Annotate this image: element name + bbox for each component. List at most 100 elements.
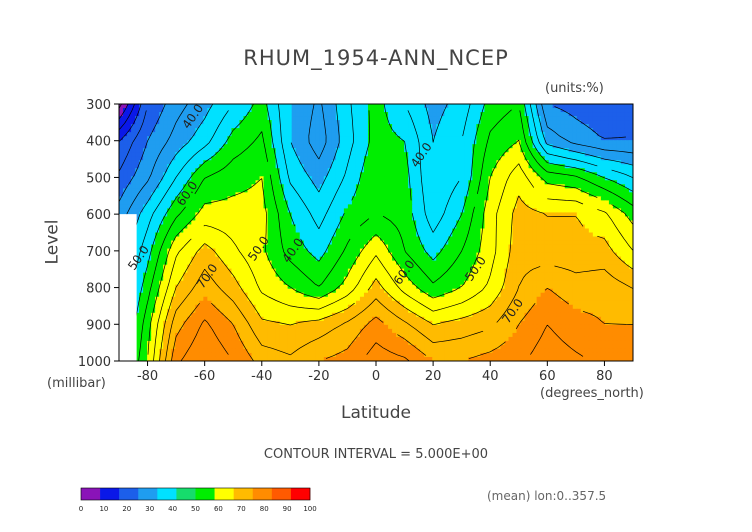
contour-cell xyxy=(271,248,277,254)
contour-cell xyxy=(464,256,469,262)
contour-cell xyxy=(604,152,610,157)
contour-cell xyxy=(604,228,610,234)
contour-cell xyxy=(528,232,534,238)
contour-cell xyxy=(199,156,204,161)
contour-cell xyxy=(275,128,281,133)
contour-cell xyxy=(400,192,405,197)
contour-cell xyxy=(135,144,140,149)
contour-cell xyxy=(255,216,261,222)
contour-cell xyxy=(331,140,337,145)
contour-cell xyxy=(508,180,514,185)
contour-cell xyxy=(239,168,245,173)
contour-cell xyxy=(331,244,337,250)
contour-cell xyxy=(323,184,329,189)
contour-cell xyxy=(259,236,265,242)
contour-cell xyxy=(255,256,261,262)
contour-cell xyxy=(616,156,622,161)
contour-cell xyxy=(508,192,514,197)
contour-cell xyxy=(339,172,345,177)
contour-cell xyxy=(596,128,602,133)
contour-cell xyxy=(303,192,309,197)
contour-cell xyxy=(496,256,502,262)
contour-cell xyxy=(392,176,397,181)
contour-cell xyxy=(420,196,425,201)
contour-cell xyxy=(263,212,269,218)
contour-cell xyxy=(223,180,229,185)
contour-cell xyxy=(528,220,534,226)
contour-cell xyxy=(151,168,156,173)
contour-cell xyxy=(516,160,522,165)
contour-cell xyxy=(392,180,397,185)
contour-cell xyxy=(560,156,566,161)
contour-cell xyxy=(428,228,433,234)
contour-cell xyxy=(448,244,453,250)
contour-cell xyxy=(335,204,341,210)
contour-cell xyxy=(388,160,393,165)
contour-cell xyxy=(468,172,473,177)
contour-cell xyxy=(444,116,449,121)
contour-cell xyxy=(343,204,349,210)
contour-cell xyxy=(512,208,518,214)
contour-cell xyxy=(251,248,257,254)
contour-cell xyxy=(291,104,297,109)
contour-cell xyxy=(620,132,626,137)
contour-cell xyxy=(347,116,353,121)
contour-cell xyxy=(255,148,261,153)
contour-cell xyxy=(275,244,281,250)
contour-cell xyxy=(420,236,425,242)
contour-cell xyxy=(504,140,510,145)
contour-cell xyxy=(584,244,590,250)
contour-cell xyxy=(596,136,602,141)
contour-cell xyxy=(291,112,297,117)
contour-cell xyxy=(247,140,253,145)
contour-cell xyxy=(343,172,349,177)
contour-cell xyxy=(179,220,184,226)
contour-cell xyxy=(291,120,297,125)
contour-cell xyxy=(440,204,445,210)
contour-cell xyxy=(131,208,136,214)
contour-cell xyxy=(544,164,550,169)
contour-cell xyxy=(624,156,630,161)
contour-cell xyxy=(315,144,321,149)
contour-cell xyxy=(159,256,164,262)
contour-cell xyxy=(319,236,325,242)
contour-cell xyxy=(259,156,265,161)
contour-cell xyxy=(444,128,449,133)
contour-cell xyxy=(267,204,273,210)
contour-cell xyxy=(476,224,482,230)
contour-cell xyxy=(275,192,281,197)
contour-cell xyxy=(416,248,421,254)
contour-cell xyxy=(380,108,385,113)
contour-cell xyxy=(179,144,184,149)
contour-cell xyxy=(396,188,401,193)
contour-cell xyxy=(444,168,449,173)
contour-cell xyxy=(392,252,397,258)
contour-cell xyxy=(335,220,341,226)
contour-cell xyxy=(323,148,329,153)
contour-cell xyxy=(155,116,160,121)
contour-cell xyxy=(251,252,257,258)
contour-cell xyxy=(592,148,598,153)
contour-cell xyxy=(299,248,305,254)
contour-cell xyxy=(179,112,184,117)
contour-cell xyxy=(283,232,289,238)
contour-cell xyxy=(552,216,558,222)
contour-cell xyxy=(235,216,241,222)
contour-cell xyxy=(223,208,229,214)
contour-cell xyxy=(171,228,176,234)
contour-cell xyxy=(512,248,518,254)
contour-cell xyxy=(448,196,453,201)
contour-cell xyxy=(468,136,473,141)
contour-cell xyxy=(392,108,397,113)
contour-cell xyxy=(588,116,594,121)
contour-cell xyxy=(436,256,441,262)
contour-cell xyxy=(592,116,598,121)
contour-cell xyxy=(620,156,626,161)
contour-cell xyxy=(488,232,494,238)
contour-cell xyxy=(283,112,289,117)
contour-cell xyxy=(580,104,586,109)
contour-cell xyxy=(396,240,401,246)
contour-cell xyxy=(143,228,148,234)
contour-cell xyxy=(159,180,164,185)
contour-cell xyxy=(476,136,482,141)
